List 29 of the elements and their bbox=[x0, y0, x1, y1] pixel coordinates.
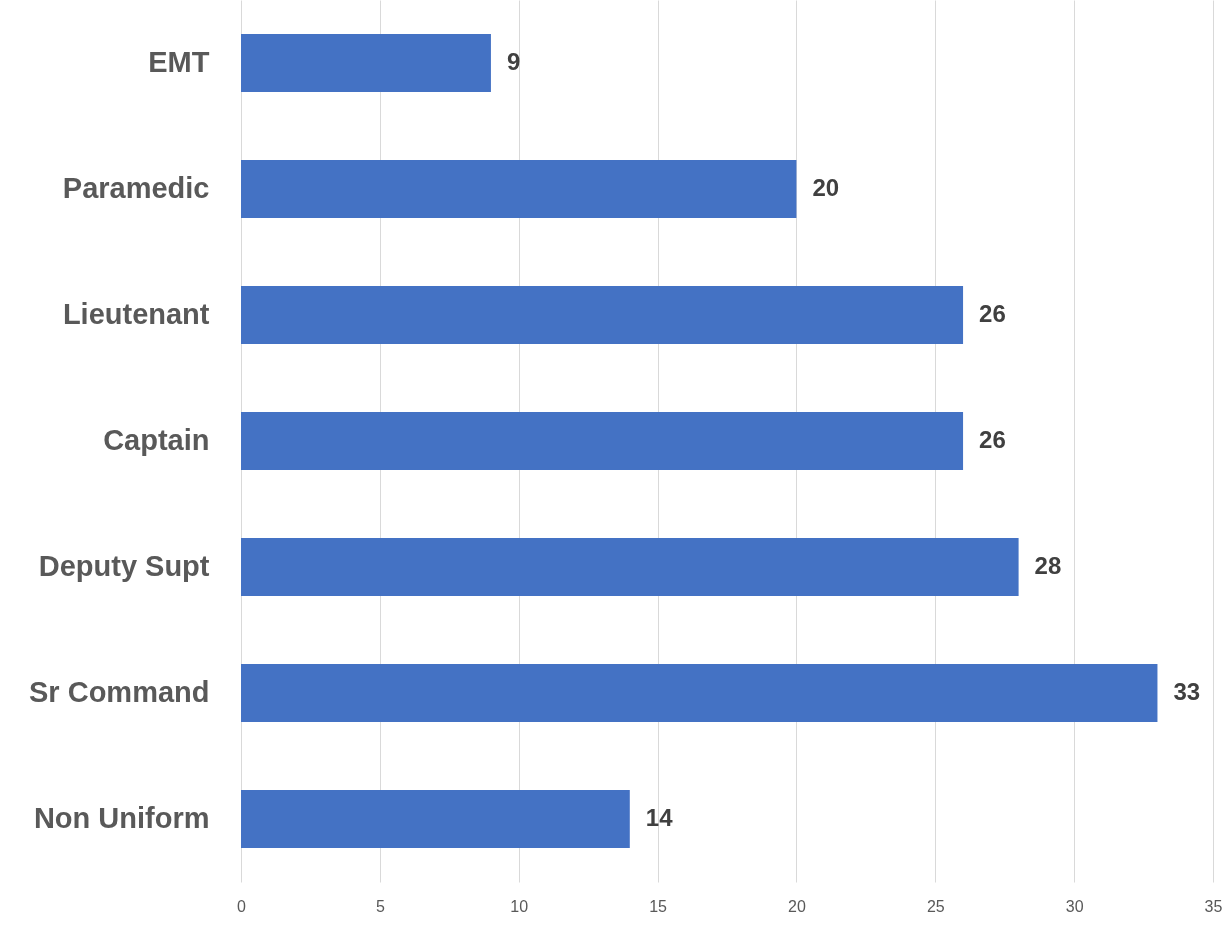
x-tick-label: 15 bbox=[649, 897, 668, 915]
x-tick-label: 5 bbox=[375, 897, 385, 915]
bar bbox=[241, 412, 964, 470]
bar bbox=[241, 664, 1158, 722]
y-tick-label: Paramedic bbox=[62, 172, 210, 204]
x-tick-label: 0 bbox=[237, 897, 247, 915]
x-tick-label: 35 bbox=[1204, 897, 1223, 915]
x-tick-label: 30 bbox=[1065, 897, 1084, 915]
y-tick-label: Captain bbox=[103, 424, 210, 456]
x-tick-label: 10 bbox=[510, 897, 529, 915]
bar bbox=[241, 34, 491, 92]
bar bbox=[241, 790, 630, 848]
bar bbox=[241, 286, 964, 344]
y-tick-label: EMT bbox=[148, 46, 210, 78]
data-label: 26 bbox=[979, 300, 1006, 327]
y-tick-label: Non Uniform bbox=[33, 802, 210, 834]
data-label: 9 bbox=[506, 48, 521, 75]
x-tick-label: 20 bbox=[788, 897, 806, 915]
data-label: 33 bbox=[1173, 678, 1201, 705]
y-tick-label: Lieutenant bbox=[62, 298, 210, 330]
data-label: 28 bbox=[1034, 552, 1062, 579]
data-label: 26 bbox=[979, 426, 1006, 453]
x-tick-label: 25 bbox=[926, 897, 945, 915]
y-tick-label: Sr Command bbox=[29, 676, 210, 708]
y-tick-label: Deputy Supt bbox=[38, 550, 210, 582]
data-label: 20 bbox=[812, 174, 840, 201]
data-label: 14 bbox=[645, 804, 674, 831]
bar bbox=[241, 538, 1019, 596]
bar bbox=[241, 160, 797, 218]
